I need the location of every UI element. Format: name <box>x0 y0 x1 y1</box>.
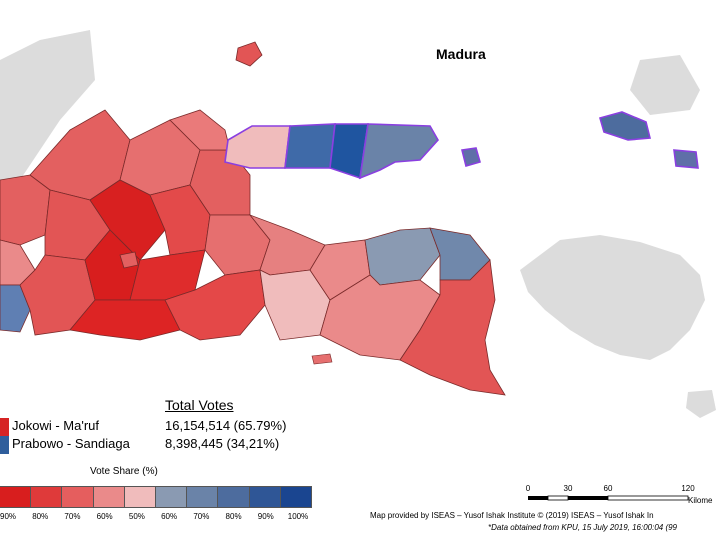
prabowo-swatch <box>0 436 9 454</box>
district-south-4 <box>69 299 181 341</box>
colorbar-bin-7 <box>218 487 250 507</box>
jokowi-name: Jokowi - Ma'ruf <box>12 418 100 433</box>
madura-island <box>224 111 699 180</box>
district-south-5 <box>164 269 266 341</box>
nusa-penida-island <box>686 390 716 418</box>
jokowi-swatch <box>0 418 9 436</box>
madura-islet-1 <box>461 147 481 167</box>
scale-tick-60: 60 <box>603 484 613 493</box>
scale-seg-4 <box>607 495 689 501</box>
colorbar-tick-8: 90% <box>257 512 274 521</box>
colorbar-bin-5 <box>155 487 188 507</box>
district-banyuwangi <box>399 259 506 396</box>
scale-tick-30: 30 <box>563 484 573 493</box>
scale-seg-3 <box>568 496 608 500</box>
east-java-mainland <box>0 109 506 396</box>
district-west-1 <box>0 174 51 246</box>
madura-islet-2 <box>673 149 699 169</box>
bawean-island <box>235 41 263 67</box>
district-west-blue <box>0 284 31 333</box>
colorbar-tick-0: 90% <box>0 512 17 521</box>
scale-bar <box>528 495 689 501</box>
bali-island <box>520 235 705 360</box>
madura-sumenep <box>359 123 439 180</box>
scale-seg-2 <box>547 495 569 501</box>
colorbar-tick-7: 80% <box>225 512 242 521</box>
district-east-blue-1 <box>364 227 441 286</box>
madura-bangkalan <box>224 125 291 169</box>
central-java-landmass <box>0 30 95 200</box>
prabowo-name: Prabowo - Sandiaga <box>12 436 130 451</box>
data-source-note: *Data obtained from KPU, 15 July 2019, 1… <box>488 523 678 532</box>
colorbar-tick-4: 50% <box>128 512 145 521</box>
colorbar-bin-3 <box>93 487 125 507</box>
south-islet <box>311 353 333 365</box>
colorbar-tick-3: 60% <box>96 512 113 521</box>
colorbar-bin-4 <box>124 487 156 507</box>
colorbar-tick-9: 100% <box>287 512 309 521</box>
vote-share-title: Vote Share (%) <box>90 466 158 477</box>
prabowo-votes: 8,398,445 (34,21%) <box>165 436 280 451</box>
scale-tick-0: 0 <box>525 484 531 493</box>
colorbar-tick-2: 70% <box>64 512 81 521</box>
colorbar-tick-5: 60% <box>161 512 178 521</box>
scale-unit: Kilome <box>688 496 713 505</box>
colorbar-tick-1: 80% <box>32 512 49 521</box>
colorbar-bin-6 <box>187 487 219 507</box>
colorbar-bin-8 <box>249 487 281 507</box>
map-credit: Map provided by ISEAS – Yusof Ishak Inst… <box>370 511 654 520</box>
total-votes-title: Total Votes <box>165 397 234 413</box>
colorbar-bin-0 <box>0 487 32 507</box>
vote-share-colorbar <box>0 486 312 508</box>
colorbar-bin-9 <box>280 487 312 507</box>
madura-label: Madura <box>436 46 486 62</box>
scale-seg-1 <box>528 496 548 500</box>
madura-islands-east <box>599 111 652 141</box>
grey-islet-top-right <box>630 55 700 115</box>
colorbar-tick-6: 70% <box>193 512 210 521</box>
colorbar-bin-1 <box>31 487 63 507</box>
jokowi-votes: 16,154,514 (65.79%) <box>165 418 287 433</box>
scale-tick-120: 120 <box>681 484 695 493</box>
colorbar-bin-2 <box>62 487 94 507</box>
madura-sampang <box>284 123 336 169</box>
lake-marker <box>119 251 139 269</box>
